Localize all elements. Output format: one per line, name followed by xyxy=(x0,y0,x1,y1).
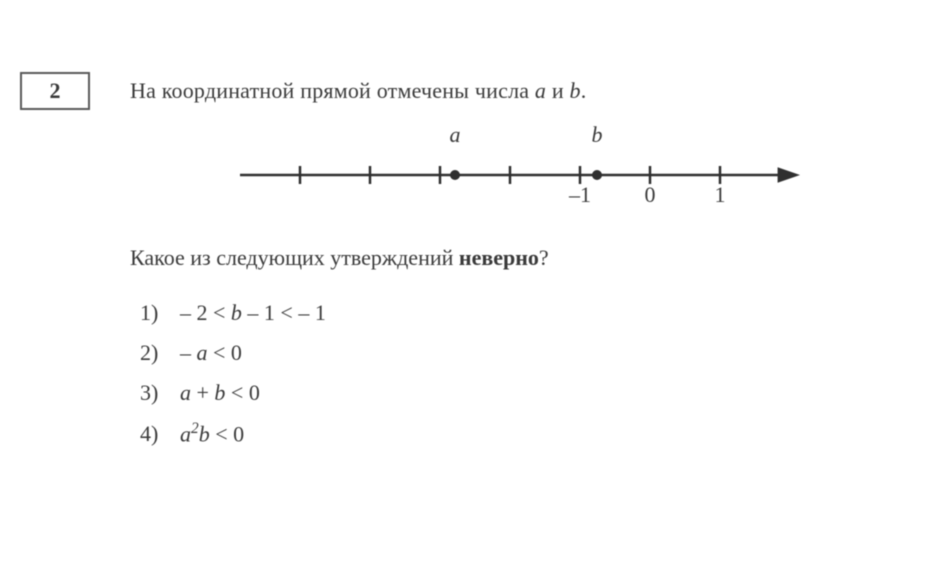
svg-text:–1: –1 xyxy=(568,182,591,207)
option-row: 4)a2b < 0 xyxy=(140,420,326,447)
problem-text-prefix: На координатной прямой отмечены числа xyxy=(130,78,535,103)
svg-text:a: a xyxy=(450,122,461,147)
option-number: 1) xyxy=(140,300,180,326)
question-suffix: ? xyxy=(539,245,549,270)
option-expression: – 2 < b – 1 < – 1 xyxy=(180,300,326,326)
option-expression: – a < 0 xyxy=(180,340,242,366)
option-number: 4) xyxy=(140,421,180,447)
period: . xyxy=(581,78,587,103)
problem-number-box: 2 xyxy=(20,72,90,110)
option-row: 2)– a < 0 xyxy=(140,340,326,366)
problem-number: 2 xyxy=(50,78,61,104)
problem-statement: На координатной прямой отмечены числа a … xyxy=(130,78,586,104)
conj: и xyxy=(546,78,569,103)
svg-text:1: 1 xyxy=(715,182,726,207)
number-line: –1 0 1 a b xyxy=(240,120,840,230)
option-number: 2) xyxy=(140,340,180,366)
question-prefix: Какое из следующих утверждений xyxy=(130,245,459,270)
option-expression: a + b < 0 xyxy=(180,380,260,406)
option-expression: a2b < 0 xyxy=(180,420,244,447)
question-bold: неверно xyxy=(459,245,539,270)
var-a: a xyxy=(535,78,546,103)
svg-text:0: 0 xyxy=(645,182,656,207)
option-number: 3) xyxy=(140,380,180,406)
question: Какое из следующих утверждений неверно? xyxy=(130,245,549,271)
option-row: 3)a + b < 0 xyxy=(140,380,326,406)
var-b: b xyxy=(570,78,581,103)
svg-text:b: b xyxy=(592,122,603,147)
option-row: 1)– 2 < b – 1 < – 1 xyxy=(140,300,326,326)
options-list: 1)– 2 < b – 1 < – 12)– a < 03)a + b < 04… xyxy=(140,300,326,461)
